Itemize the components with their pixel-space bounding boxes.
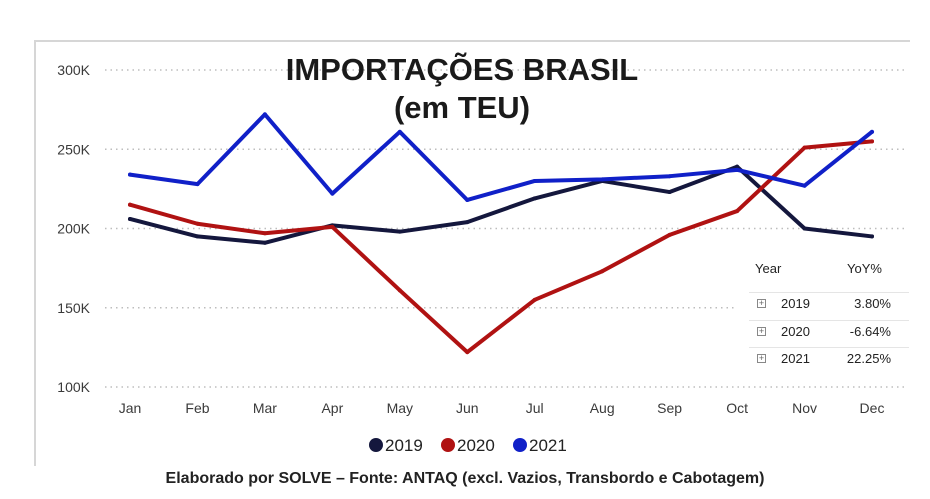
x-tick-label: Aug [590, 400, 615, 416]
data-point-2019 [735, 164, 740, 169]
yoy-row-2019: + 2019 3.80% [749, 292, 909, 315]
x-axis-ticks: Jan Feb Mar Apr May Jun Jul Aug Sep Oct Nov Dec [119, 400, 885, 416]
data-point-2019 [195, 234, 200, 239]
expand-plus-icon[interactable]: + [757, 298, 766, 308]
data-point-2021 [735, 167, 740, 172]
data-point-2019 [465, 220, 470, 225]
y-tick-label: 150K [57, 300, 90, 316]
data-point-2019 [128, 216, 132, 221]
data-point-2021 [802, 183, 807, 188]
yoy-year: 2021 [781, 351, 810, 366]
legend-marker [513, 438, 527, 452]
data-point-2019 [397, 229, 402, 234]
yoy-value: 22.25% [846, 351, 891, 366]
y-tick-label: 250K [57, 141, 90, 157]
data-point-2020 [870, 139, 874, 144]
legend-label: 2021 [529, 436, 567, 455]
data-point-2020 [735, 209, 740, 214]
x-tick-label: Oct [726, 400, 748, 416]
data-point-2020 [667, 232, 672, 237]
x-tick-label: Jul [526, 400, 544, 416]
legend[interactable]: 2019 2020 2021 [369, 436, 567, 455]
data-point-2020 [330, 224, 335, 229]
chart-title: IMPORTAÇÕES BRASIL [286, 51, 639, 87]
data-point-2019 [532, 196, 537, 201]
data-point-2020 [532, 297, 537, 302]
legend-item-2020[interactable]: 2020 [441, 436, 495, 455]
legend-item-2021[interactable]: 2021 [513, 436, 567, 455]
data-point-2020 [397, 288, 402, 293]
data-point-2019 [667, 190, 672, 195]
data-point-2021 [128, 172, 132, 177]
y-axis-ticks: 100K 150K 200K 250K 300K [57, 62, 90, 395]
expand-plus-icon[interactable]: + [757, 353, 766, 363]
yoy-year: 2020 [781, 324, 810, 339]
yoy-value: 3.80% [854, 296, 891, 311]
chart-frame [34, 40, 910, 466]
source-note: Elaborado por SOLVE – Fonte: ANTAQ (excl… [165, 470, 765, 487]
chart-subtitle: (em TEU) [394, 90, 530, 125]
data-point-2020 [128, 202, 132, 207]
data-point-2020 [465, 350, 470, 355]
x-tick-label: May [387, 400, 413, 416]
yoy-year: 2019 [781, 296, 810, 311]
yoy-header-yoy: YoY% [847, 261, 882, 276]
x-tick-label: Nov [792, 400, 817, 416]
x-tick-label: Apr [321, 400, 343, 416]
data-point-2020 [802, 145, 807, 150]
yoy-table: Year YoY% + 2019 3.80% + 2020 -6.64% + 2… [735, 248, 915, 384]
data-point-2021 [262, 112, 267, 117]
x-tick-label: Mar [253, 400, 277, 416]
data-point-2019 [262, 240, 267, 245]
series-lines [128, 112, 874, 355]
y-tick-label: 200K [57, 221, 90, 237]
expand-plus-icon[interactable]: + [757, 326, 766, 336]
data-point-2021 [465, 197, 470, 202]
data-point-2021 [600, 177, 605, 182]
data-point-2021 [532, 178, 537, 183]
data-point-2021 [195, 182, 200, 187]
legend-marker [369, 438, 383, 452]
yoy-value: -6.64% [849, 324, 891, 339]
yoy-header-year: Year [755, 261, 782, 276]
series-line-2020 [128, 139, 874, 355]
data-point-2020 [195, 221, 200, 226]
data-point-2021 [330, 191, 335, 196]
data-point-2020 [262, 231, 267, 236]
data-point-2021 [667, 174, 672, 179]
legend-marker [441, 438, 455, 452]
x-tick-label: Feb [185, 400, 209, 416]
series-line-2021 [128, 112, 874, 202]
data-point-2020 [600, 269, 605, 274]
legend-item-2019[interactable]: 2019 [369, 436, 423, 455]
legend-label: 2020 [457, 436, 495, 455]
x-tick-label: Sep [657, 400, 682, 416]
y-tick-label: 100K [57, 379, 90, 395]
series-line-2019 [128, 164, 874, 245]
x-tick-label: Jun [456, 400, 479, 416]
data-point-2021 [870, 129, 874, 134]
yoy-row-2021: + 2021 22.25% [749, 347, 909, 370]
data-point-2021 [397, 129, 402, 134]
data-point-2019 [802, 226, 807, 231]
y-tick-label: 300K [57, 62, 90, 78]
x-tick-label: Jan [119, 400, 142, 416]
legend-label: 2019 [385, 436, 423, 455]
x-tick-label: Dec [860, 400, 885, 416]
yoy-row-2020: + 2020 -6.64% [749, 320, 909, 343]
data-point-2019 [870, 234, 874, 239]
